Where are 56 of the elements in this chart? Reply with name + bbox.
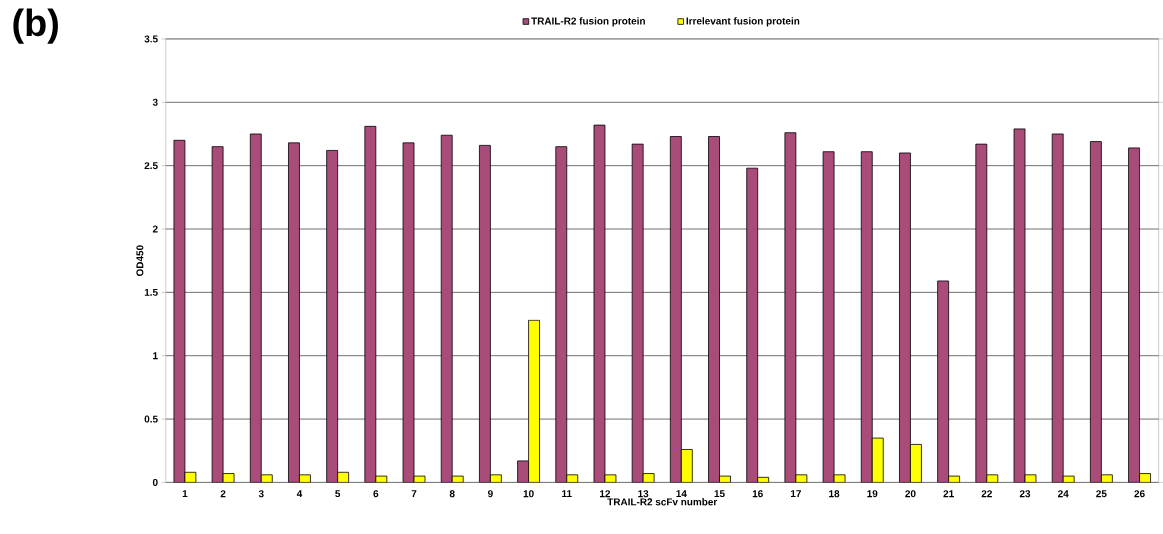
x-tick-label: 17: [790, 490, 801, 497]
bar: [860, 151, 873, 483]
bar: [555, 146, 568, 483]
y-tick-label: 0: [152, 478, 158, 486]
y-tick-label: 1.5: [144, 288, 158, 296]
x-tick-label: 18: [829, 490, 840, 498]
bar: [975, 143, 988, 483]
bar: [1051, 133, 1064, 483]
bar: [669, 135, 682, 483]
x-tick-label: 21: [943, 490, 954, 497]
y-axis-title: OD450: [136, 245, 144, 276]
x-axis-title: TRAIL-R2 scFv number: [607, 497, 718, 506]
bar: [746, 167, 759, 483]
x-tick-label: 24: [1058, 490, 1069, 497]
x-tick-label: 10: [523, 490, 534, 498]
bar: [899, 152, 911, 483]
legend-label: TRAIL-R2 fusion protein: [531, 17, 645, 27]
bar: [528, 319, 540, 483]
y-tick-label: 3: [152, 98, 158, 106]
x-tick-label: 4: [296, 490, 303, 497]
x-tick-label: 11: [562, 490, 572, 497]
x-tick-label: 25: [1096, 490, 1107, 498]
x-tick-label: 22: [981, 490, 992, 497]
y-tick-label: 0.5: [144, 415, 158, 423]
x-tick-label: 3: [258, 490, 264, 498]
x-tick-label: 26: [1134, 490, 1145, 498]
x-tick-label: 12: [600, 490, 611, 497]
x-tick-label: 5: [335, 490, 341, 497]
y-tick-label: 3.5: [144, 35, 158, 43]
x-tick-label: 15: [714, 490, 725, 497]
x-tick-label: 6: [373, 490, 379, 498]
bar: [288, 142, 300, 483]
bar: [479, 144, 491, 483]
x-tick-label: 2: [220, 490, 226, 497]
bar: [708, 135, 720, 483]
x-tick-label: 14: [676, 490, 687, 497]
y-tick-label: 2: [152, 225, 158, 233]
x-tick-label: 19: [867, 490, 878, 498]
bar: [937, 280, 950, 483]
x-tick-label: 23: [1019, 490, 1031, 498]
bar: [1128, 147, 1140, 483]
x-tick-label: 16: [752, 490, 763, 498]
x-tick-label: 7: [411, 490, 417, 497]
bar: [249, 133, 262, 483]
bar: [1089, 141, 1102, 483]
text: (b): [13, 8, 58, 44]
x-tick-label: 13: [638, 490, 649, 498]
x-tick-label: 20: [905, 490, 916, 498]
bar: [440, 134, 453, 483]
y-tick-label: 1: [153, 352, 158, 359]
legend-label: Irrelevant fusion protein: [686, 17, 800, 27]
x-tick-label: 9: [487, 490, 493, 498]
x-tick-label: 1: [182, 490, 188, 497]
bar: [326, 149, 339, 483]
y-tick-label: 2.5: [144, 161, 158, 169]
x-tick-label: 8: [449, 490, 455, 498]
